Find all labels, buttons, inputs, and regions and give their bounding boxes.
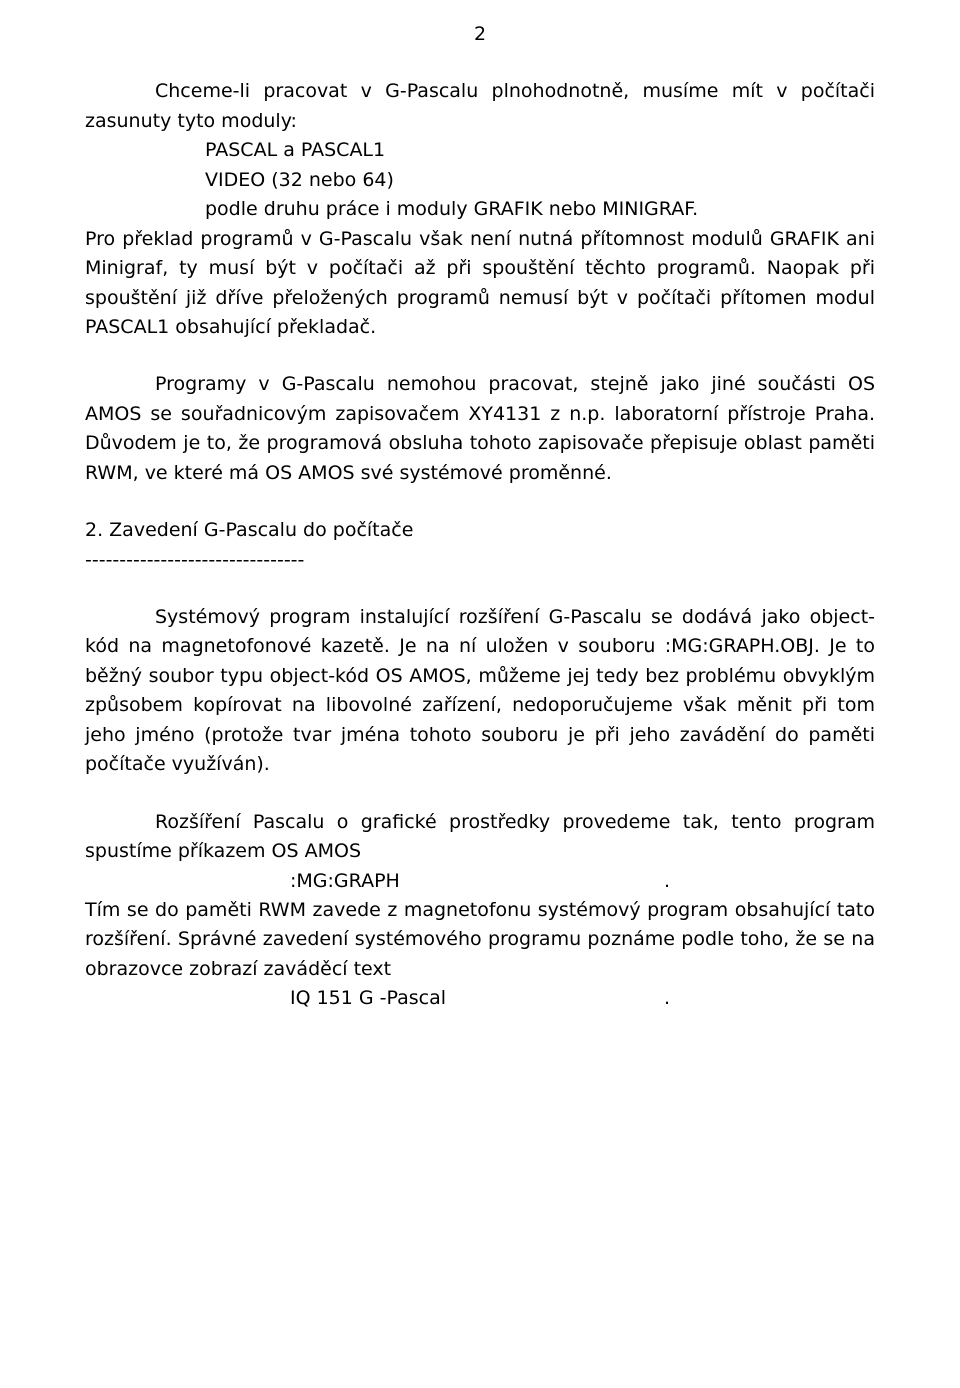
command-1: :MG:GRAPH xyxy=(290,867,670,896)
paragraph-2: Programy v G-Pascalu nemohou pracovat, s… xyxy=(85,370,875,488)
paragraph-1-tail: Pro překlad programů v G-Pascalu však ne… xyxy=(85,225,875,343)
section-heading-2: 2. Zavedení G-Pascalu do počítače xyxy=(85,516,875,545)
document-page: 2 Chceme-li pracovat v G-Pascalu plnohod… xyxy=(0,0,960,1034)
command-line-2-wrapper: IQ 151 G -Pascal xyxy=(85,984,875,1013)
module-list: PASCAL a PASCAL1 VIDEO (32 nebo 64) podl… xyxy=(205,136,875,224)
command-2: IQ 151 G -Pascal xyxy=(290,984,670,1013)
paragraph-4: Rozšíření Pascalu o grafické prostředky … xyxy=(85,808,875,867)
command-line-1-wrapper: :MG:GRAPH xyxy=(85,867,875,896)
paragraph-3: Systémový program instalující rozšíření … xyxy=(85,603,875,780)
paragraph-1-lead: Chceme-li pracovat v G-Pascalu plnohodno… xyxy=(85,77,875,136)
paragraph-5: Tím se do paměti RWM zavede z magnetofon… xyxy=(85,896,875,984)
section-heading-2-underline: -------------------------------- xyxy=(85,546,875,575)
page-number: 2 xyxy=(85,20,875,49)
